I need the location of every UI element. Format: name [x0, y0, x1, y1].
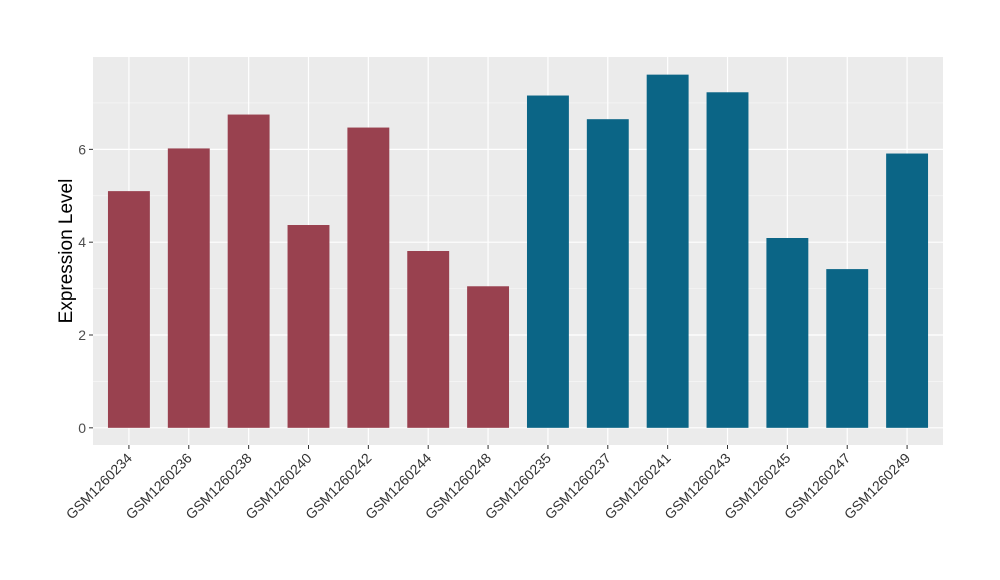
- y-tick-label: 6: [78, 141, 86, 157]
- bar-GSM1260248: [467, 286, 510, 428]
- bar-GSM1260237: [586, 119, 629, 428]
- y-tick-label: 2: [78, 327, 86, 343]
- bar-GSM1260245: [766, 238, 809, 428]
- bar-GSM1260238: [227, 114, 270, 428]
- y-tick-label: 0: [78, 420, 86, 436]
- bar-GSM1260242: [347, 127, 390, 428]
- plot-panel: [93, 57, 943, 445]
- bar-GSM1260234: [107, 191, 150, 428]
- y-axis-label: Expression Level: [56, 179, 77, 324]
- bar-GSM1260243: [706, 92, 749, 428]
- bar-GSM1260249: [886, 153, 929, 428]
- bar-GSM1260244: [407, 251, 450, 428]
- bar-GSM1260241: [646, 74, 689, 428]
- bar-GSM1260236: [167, 148, 210, 428]
- bar-GSM1260240: [287, 225, 330, 428]
- bar-GSM1260247: [826, 269, 869, 428]
- y-tick-label: 4: [78, 234, 86, 250]
- bar-GSM1260235: [526, 95, 569, 428]
